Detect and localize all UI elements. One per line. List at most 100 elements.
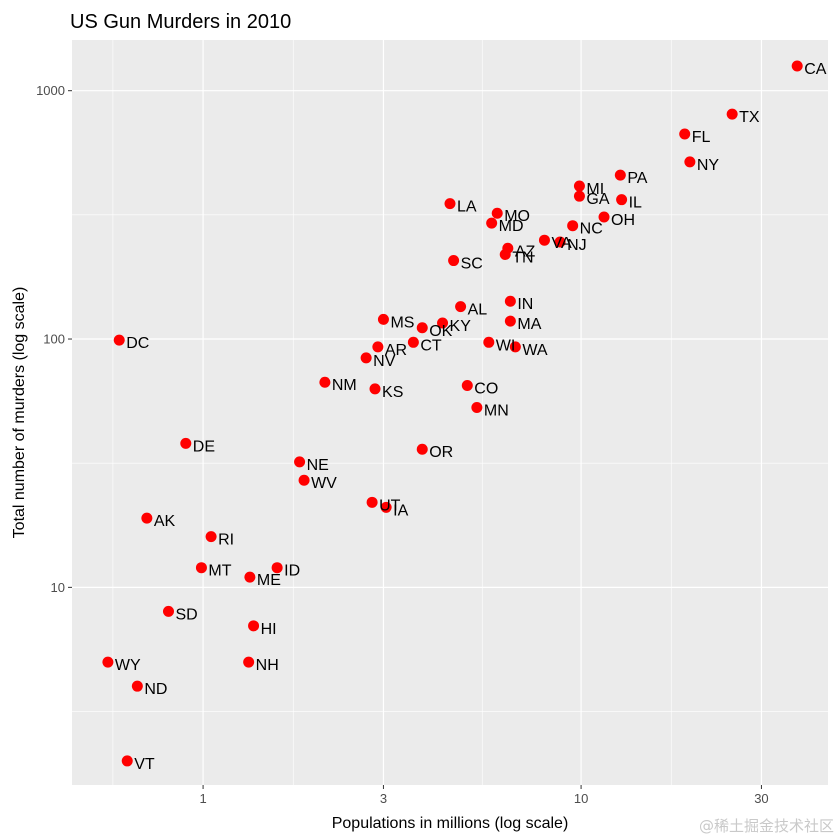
- point-label-ar: AR: [385, 342, 407, 359]
- x-tick-label: 3: [380, 791, 387, 806]
- data-point-ok: [416, 322, 428, 334]
- data-point-id: [271, 562, 283, 574]
- data-point-pa: [614, 169, 626, 181]
- point-label-sc: SC: [461, 256, 483, 273]
- data-point-mi: [573, 180, 585, 192]
- data-point-fl: [679, 128, 691, 140]
- y-axis: 10 100 1000: [36, 83, 72, 595]
- point-label-ut: UT: [379, 497, 401, 514]
- point-label-id: ID: [284, 563, 300, 580]
- data-point-ks: [369, 383, 381, 395]
- data-point-nm: [319, 376, 331, 388]
- point-label-va: VA: [551, 235, 571, 252]
- point-label-de: DE: [193, 438, 215, 455]
- point-label-nh: NH: [256, 657, 279, 674]
- x-tick-label: 30: [754, 791, 768, 806]
- data-point-nc: [567, 220, 579, 232]
- data-point-wy: [102, 656, 114, 668]
- x-axis: 1 3 10 30: [199, 785, 769, 806]
- point-label-md: MD: [499, 218, 524, 235]
- data-point-ma: [504, 315, 516, 327]
- data-point-va: [538, 234, 550, 246]
- data-point-sc: [448, 255, 460, 267]
- data-point-md: [486, 217, 498, 229]
- y-tick-label: 10: [51, 580, 65, 595]
- point-label-mi: MI: [586, 181, 604, 198]
- point-label-vt: VT: [134, 756, 155, 773]
- data-point-vt: [121, 755, 133, 767]
- data-point-ct: [407, 336, 419, 348]
- data-point-al: [455, 301, 467, 313]
- data-point-il: [616, 194, 628, 206]
- point-label-wv: WV: [311, 475, 337, 492]
- point-label-oh: OH: [611, 212, 635, 229]
- data-point-wv: [298, 474, 310, 486]
- plot-panel: [72, 40, 828, 785]
- point-label-ia: IA: [393, 502, 408, 519]
- data-point-wi: [483, 336, 495, 348]
- data-point-de: [180, 437, 192, 449]
- point-label-dc: DC: [126, 335, 149, 352]
- x-axis-title: Populations in millions (log scale): [332, 815, 569, 832]
- point-label-pa: PA: [627, 170, 647, 187]
- data-point-tx: [726, 108, 738, 120]
- point-label-wy: WY: [115, 657, 141, 674]
- point-label-sd: SD: [175, 606, 197, 623]
- point-label-nd: ND: [144, 681, 167, 698]
- point-label-ms: MS: [390, 314, 414, 331]
- data-point-ri: [205, 531, 217, 543]
- watermark: @稀土掘金技术社区: [698, 817, 834, 835]
- data-point-ky: [437, 317, 449, 329]
- point-label-ma: MA: [517, 316, 541, 333]
- chart-title: US Gun Murders in 2010: [70, 11, 291, 33]
- x-tick-label: 1: [199, 791, 206, 806]
- point-label-co: CO: [474, 380, 498, 397]
- data-point-ca: [791, 60, 803, 72]
- data-point-ut: [366, 496, 378, 508]
- point-label-ct: CT: [420, 337, 442, 354]
- point-label-me: ME: [257, 572, 281, 589]
- point-label-ga: GA: [586, 191, 609, 208]
- x-tick-label: 10: [574, 791, 588, 806]
- point-label-mt: MT: [208, 563, 231, 580]
- data-point-nd: [131, 680, 143, 692]
- minor-grid: [72, 40, 828, 785]
- data-point-wa: [509, 341, 521, 353]
- point-label-nv: NV: [373, 353, 396, 370]
- data-point-or: [416, 443, 428, 455]
- data-point-nh: [243, 656, 255, 668]
- data-point-ny: [684, 156, 696, 168]
- point-label-or: OR: [429, 444, 453, 461]
- data-point-dc: [113, 334, 125, 346]
- data-point-ne: [294, 456, 306, 468]
- point-label-nm: NM: [332, 377, 357, 394]
- point-label-wa: WA: [522, 342, 548, 359]
- y-tick-label: 1000: [36, 83, 65, 98]
- data-point-sd: [162, 605, 174, 617]
- point-label-il: IL: [629, 195, 642, 212]
- point-label-nc: NC: [580, 221, 603, 238]
- data-point-ga: [573, 190, 585, 202]
- data-point-nv: [360, 352, 372, 364]
- y-axis-title: Total number of murders (log scale): [11, 287, 28, 539]
- point-label-ks: KS: [382, 384, 403, 401]
- data-point-tn: [499, 248, 511, 260]
- point-label-la: LA: [457, 199, 477, 216]
- data-point-co: [461, 379, 473, 391]
- point-label-tn: TN: [512, 249, 533, 266]
- data-point-in: [504, 295, 516, 307]
- point-label-ca: CA: [804, 61, 827, 78]
- data-point-mo: [491, 207, 503, 219]
- point-label-ri: RI: [218, 532, 234, 549]
- point-label-ok: OK: [429, 323, 452, 340]
- data-point-ak: [141, 512, 153, 524]
- data-point-la: [444, 198, 456, 210]
- point-label-mo: MO: [504, 208, 530, 225]
- point-label-ak: AK: [154, 513, 176, 530]
- data-point-ms: [377, 313, 389, 325]
- data-point-oh: [598, 211, 610, 223]
- point-label-fl: FL: [692, 129, 711, 146]
- data-points: [102, 60, 803, 767]
